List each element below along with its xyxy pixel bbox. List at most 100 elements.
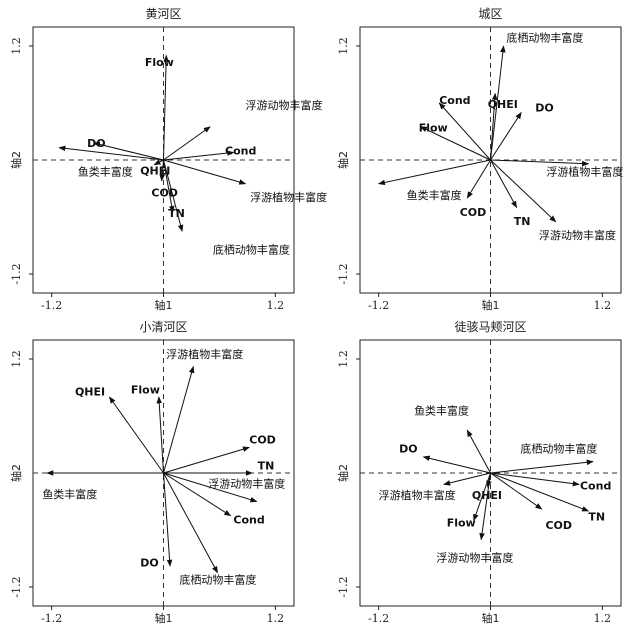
vector-arrow (163, 159, 184, 232)
vector-label: 底栖动物丰富度 (506, 30, 583, 44)
vector-arrow (438, 102, 491, 161)
vector-label: COD (460, 206, 487, 219)
vector-label: QHEI (75, 385, 105, 398)
x-tick-label: -1.2 (41, 612, 62, 625)
vector-arrow (490, 472, 543, 510)
vector-label: 浮游动物丰富度 (208, 476, 285, 490)
vector-arrow (490, 472, 590, 512)
vector-arrow (479, 472, 491, 541)
vector-arrow (466, 159, 491, 199)
vector-label: 浮游动物丰富度 (246, 98, 323, 112)
vector-label: Flow (131, 383, 160, 396)
vector-label: Flow (145, 56, 174, 69)
y-axis-label: 轴2 (9, 464, 23, 482)
vector-arrow (490, 472, 580, 487)
vector-arrow (163, 54, 169, 161)
vector-arrow (163, 150, 235, 161)
x-axis-label: 轴1 (155, 611, 173, 625)
vector-label: DO (87, 137, 105, 150)
biplot-panel-3: 小清河区 -1.2 1.2 轴1 -1.2 1.2 轴2 浮游植物丰富度 QHEI Flow COD… (9, 320, 295, 625)
vector-arrow (92, 141, 164, 161)
vector-arrow (153, 159, 164, 166)
y-axis-label: 轴2 (336, 464, 350, 482)
vector-label: Flow (419, 122, 448, 135)
vector-arrow (163, 159, 247, 185)
panel-title: 徒骇马颊河区 (454, 319, 526, 334)
y-tick-label: 1.2 (337, 37, 350, 55)
vector-label: 底栖动物丰富度 (179, 572, 256, 586)
vector-label: COD (151, 186, 178, 199)
vector-label: 鱼类丰富度 (42, 487, 97, 501)
y-tick-label: 1.2 (10, 350, 23, 368)
vector-arrow (163, 159, 175, 213)
vector-label: Flow (447, 516, 476, 529)
vector-label: QHEI (488, 98, 518, 111)
vector-arrow (58, 145, 164, 161)
vector-arrow (473, 472, 491, 522)
x-axis-label: 轴1 (155, 298, 173, 312)
vector-label: 鱼类丰富度 (78, 164, 133, 178)
biplot-panel-2: 城区 -1.2 1.2 轴1 -1.2 1.2 轴2 底栖动物丰富度 QHEI Cond DO Flo… (336, 7, 623, 312)
vector-label: 鱼类丰富度 (414, 403, 469, 417)
vector-label: 底栖动物丰富度 (213, 242, 290, 256)
x-tick-label: -1.2 (41, 299, 62, 312)
vector-label: 浮游植物丰富度 (250, 190, 327, 204)
x-axis-label: 轴1 (482, 298, 500, 312)
vector-label: COD (249, 434, 276, 447)
vector-arrow (156, 396, 164, 474)
vector-label: Cond (225, 144, 256, 157)
vector-arrow (443, 472, 491, 486)
panel-title: 小清河区 (139, 320, 187, 334)
x-tick-label: -1.2 (368, 299, 389, 312)
x-axis-label: 轴1 (482, 611, 500, 625)
vector-arrow (377, 159, 491, 186)
vector-arrow (490, 159, 590, 167)
y-tick-label: -1.2 (337, 576, 350, 597)
vector-label: Cond (439, 94, 470, 107)
vector-label: TN (258, 459, 275, 472)
vector-arrow (422, 455, 491, 474)
vector-arrow (466, 429, 491, 474)
vector-label: 浮游植物丰富度 (546, 164, 623, 178)
vector-label: COD (545, 519, 572, 532)
x-tick-label: 1.2 (267, 612, 285, 625)
vector-label: TN (168, 207, 185, 220)
vector-arrow (163, 126, 211, 161)
vector-arrow (159, 159, 165, 182)
vector-label: TN (588, 511, 605, 524)
vector-label: 鱼类丰富度 (407, 188, 462, 202)
vector-label: 浮游植物丰富度 (166, 347, 243, 361)
vector-arrow (490, 459, 594, 474)
x-tick-label: 1.2 (594, 299, 612, 312)
y-tick-label: 1.2 (337, 350, 350, 368)
vector-label: 浮游植物丰富度 (379, 488, 456, 502)
vector-arrow (490, 159, 557, 223)
vector-label: 浮游动物丰富度 (436, 551, 513, 565)
vector-arrow (163, 472, 258, 503)
vector-label: 底栖动物丰富度 (520, 441, 597, 455)
panel-title: 城区 (478, 7, 502, 21)
vector-arrow (490, 45, 506, 161)
y-axis-label: 轴2 (9, 151, 23, 169)
x-tick-label: -1.2 (368, 612, 389, 625)
y-axis-label: 轴2 (336, 151, 350, 169)
vector-label: DO (140, 556, 158, 569)
vector-arrow (163, 472, 173, 567)
y-tick-label: -1.2 (10, 263, 23, 284)
vector-label: TN (514, 215, 531, 228)
vector-label: 浮游动物丰富度 (539, 228, 616, 242)
biplot-panel-4: 徒骇马颊河区 -1.2 1.2 轴1 -1.2 1.2 轴2 鱼类丰富度 DO 底栖动物丰富度 Co… (336, 319, 622, 625)
vector-arrow (163, 446, 250, 474)
vector-arrow (163, 472, 219, 574)
vector-arrow (490, 111, 522, 161)
vector-arrow (163, 472, 232, 517)
vector-arrow (490, 159, 518, 209)
vector-arrow (109, 396, 164, 474)
vector-label: DO (399, 442, 417, 455)
biplot-panel-1: 黄河区 -1.2 1.2 轴1 -1.2 1.2 轴2 Flow 浮游动物丰富度 Cond DO 鱼类… (9, 7, 327, 312)
vector-label: Cond (580, 479, 611, 492)
x-tick-label: 1.2 (267, 299, 285, 312)
panel-title: 黄河区 (145, 7, 181, 21)
vector-arrow (419, 126, 491, 161)
